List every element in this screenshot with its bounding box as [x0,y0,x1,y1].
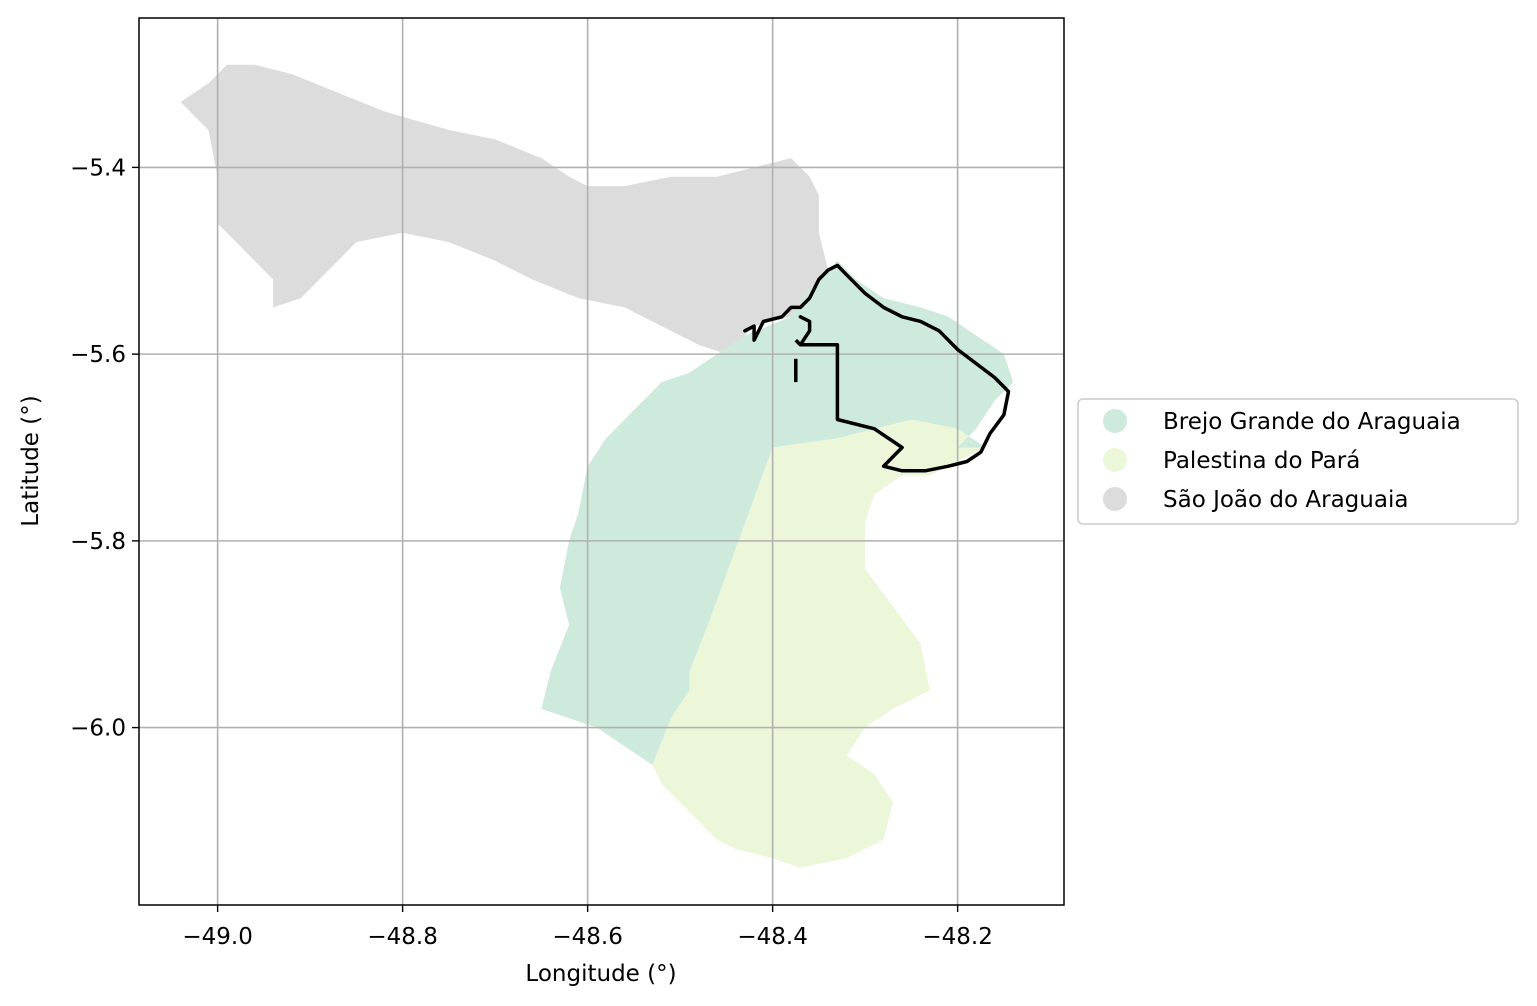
x-tick-label: −48.8 [367,924,437,950]
region-sao-joao-do-araguaia [180,64,829,355]
x-tick-label: −49.0 [182,924,252,950]
legend-label-brejo-grande-do-araguaia: Brejo Grande do Araguaia [1163,409,1461,435]
legend-label-sao-joao-do-araguaia: São João do Araguaia [1163,487,1408,513]
legend-marker-palestina-do-para [1103,448,1127,472]
gridlines [139,18,1064,905]
y-tick-label: −6.0 [70,716,126,742]
x-tick-label: −48.2 [922,924,992,950]
legend-marker-sao-joao-do-araguaia [1103,487,1127,511]
legend-marker-brejo-grande-do-araguaia [1103,409,1127,433]
region-brejo-grande-do-araguaia [541,260,1014,765]
legend-entries: Brejo Grande do Araguaia Palestina do Par… [1103,409,1461,513]
x-axis-ticks: −49.0 −48.8 −48.6 −48.4 −48.2 [182,905,993,950]
region-palestina-do-para [652,419,986,868]
x-axis-label: Longitude (°) [525,961,676,987]
y-axis-ticks: −5.4 −5.6 −5.8 −6.0 [70,155,139,742]
y-axis-label: Latitude (°) [18,395,44,526]
x-tick-label: −48.6 [552,924,622,950]
legend-frame [1077,398,1519,525]
y-tick-label: −5.4 [70,155,126,181]
y-tick-label: −5.6 [70,342,126,368]
legend: Brejo Grande do Araguaia Palestina do Par… [1077,398,1519,525]
plot-frame [138,17,1065,906]
boundary-outline [743,263,1011,473]
regions-layer [180,64,1014,868]
x-tick-label: −48.4 [737,924,807,950]
boundary-fragment [794,338,802,347]
y-tick-label: −5.8 [70,529,126,555]
legend-label-palestina-do-para: Palestina do Pará [1163,448,1360,474]
boundary-layer [743,263,1011,473]
